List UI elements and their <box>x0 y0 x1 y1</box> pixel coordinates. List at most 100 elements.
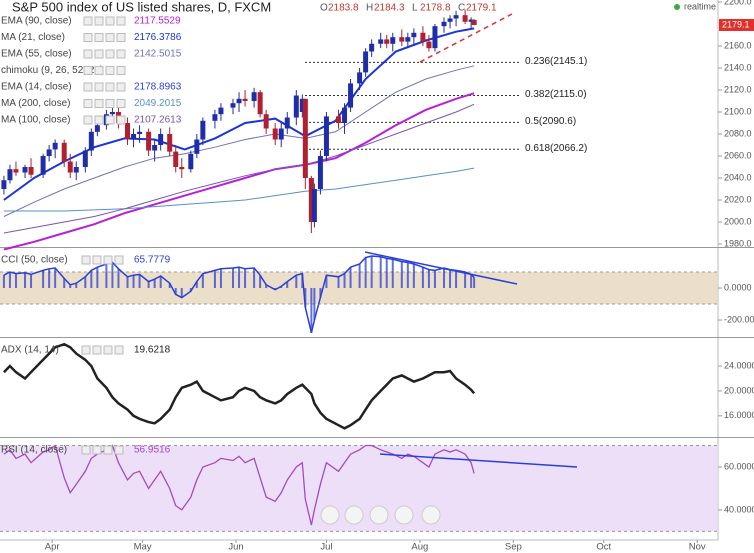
x-tick-label: Apr <box>45 542 60 553</box>
bar <box>153 279 156 289</box>
bar <box>14 273 17 289</box>
bar <box>75 283 78 289</box>
candle-body <box>146 131 152 151</box>
legend-name: EMA (55, close) <box>1 49 72 60</box>
candle-body <box>293 95 299 118</box>
bar <box>180 288 183 298</box>
bar <box>412 264 415 289</box>
bar <box>105 264 108 289</box>
nav-button[interactable] <box>344 505 364 525</box>
candle-body <box>471 19 477 25</box>
legend-value: 2142.5015 <box>134 49 182 60</box>
ohlc-key: H <box>366 3 373 14</box>
bar <box>84 276 87 289</box>
candle-body <box>257 92 263 115</box>
candle-body <box>167 134 173 152</box>
indicator-line <box>3 342 476 430</box>
legend-button <box>116 49 126 59</box>
legend-name: EMA (90, close) <box>1 16 72 27</box>
legend-button <box>105 33 115 42</box>
y-tick-label: 24.0000 <box>724 360 754 370</box>
bar <box>349 267 352 289</box>
nav-button[interactable] <box>394 505 414 525</box>
bar <box>48 268 51 289</box>
candle-body <box>125 123 131 140</box>
x-tick-label: Jul <box>320 542 332 553</box>
candle-body <box>432 26 438 49</box>
candle-body <box>420 32 426 42</box>
nav-button[interactable] <box>369 505 389 525</box>
candle-body <box>384 39 390 44</box>
candle-body <box>399 37 405 42</box>
candle-body <box>152 145 158 151</box>
candle-body <box>311 189 317 223</box>
legend-button <box>81 345 91 355</box>
candle-body <box>1 180 7 190</box>
legend-button <box>116 16 126 26</box>
bar <box>337 276 340 289</box>
legend-button <box>83 33 93 42</box>
x-tick-label: Aug <box>411 542 428 553</box>
legend-button <box>116 99 126 108</box>
y-tick-label: 2100.0 <box>724 106 752 116</box>
candle-body <box>426 41 432 49</box>
bar <box>90 270 93 289</box>
legend-button <box>105 66 115 75</box>
legend-value: 2176.3786 <box>134 32 182 43</box>
candle-body <box>13 169 19 173</box>
candle-body <box>441 21 447 27</box>
fib-label: 0.618(2066.2) <box>525 143 587 154</box>
nav-button[interactable] <box>320 505 340 525</box>
candle-body <box>453 15 459 19</box>
bar <box>295 275 298 289</box>
indicator-line <box>3 444 475 526</box>
legend-value: 65.7779 <box>134 255 171 266</box>
x-tick-label: Oct <box>596 542 611 553</box>
nav-button[interactable] <box>421 505 441 525</box>
legend-button <box>83 49 93 59</box>
candle-body <box>378 39 384 44</box>
navigation <box>320 505 441 525</box>
bar <box>213 270 216 289</box>
bar <box>174 288 177 295</box>
candle-body <box>411 32 417 38</box>
candle-body <box>284 117 290 129</box>
bar <box>2 275 5 289</box>
candle-body <box>272 128 278 140</box>
legend-button <box>94 82 104 92</box>
legend-button <box>94 33 104 42</box>
legend-button <box>92 445 102 455</box>
candle-body <box>40 156 46 175</box>
y-tick-label: 60.0000 <box>724 461 754 471</box>
candle-body <box>88 131 94 151</box>
candle-body <box>323 116 329 157</box>
legend-value: 2049.2015 <box>134 98 182 109</box>
y-tick-label: 1980.0 <box>724 238 752 248</box>
y-tick-label: -200.0000 <box>724 314 754 324</box>
bar <box>42 270 45 289</box>
candle-body <box>278 128 284 140</box>
candle-body <box>336 116 342 124</box>
bar <box>343 273 346 289</box>
bar <box>63 278 66 289</box>
candle-body <box>94 125 100 132</box>
legend-button <box>94 99 104 108</box>
bar <box>325 275 328 289</box>
candle-body <box>348 83 354 108</box>
realtime-dot <box>674 4 680 10</box>
bar <box>379 256 382 289</box>
candle-body <box>200 120 206 140</box>
candle-body <box>52 142 58 150</box>
candle-body <box>369 43 375 52</box>
bar <box>370 256 373 289</box>
bar <box>168 283 171 289</box>
legend-value: 2178.8963 <box>134 82 182 93</box>
legend-button <box>94 115 104 125</box>
legend-button <box>105 82 115 92</box>
bar <box>443 268 446 289</box>
bar <box>385 258 388 289</box>
candle-body <box>363 51 369 73</box>
legend-button <box>114 255 124 265</box>
bar <box>159 276 162 289</box>
